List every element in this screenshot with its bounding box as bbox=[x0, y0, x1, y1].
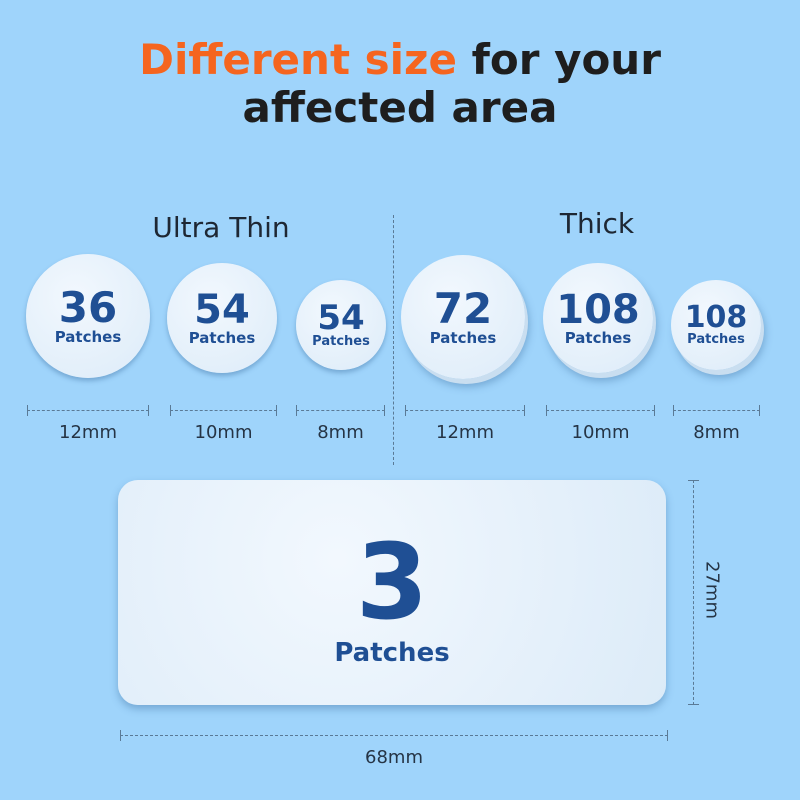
patch-label: Patches bbox=[564, 328, 632, 347]
patch-count: 54 bbox=[317, 297, 365, 338]
patch-count: 72 bbox=[433, 283, 493, 333]
height-label: 27mm bbox=[701, 561, 723, 619]
section-divider bbox=[393, 215, 394, 465]
patch-label: Patches bbox=[188, 328, 256, 347]
size-measure bbox=[170, 405, 277, 416]
width-label: 68mm bbox=[365, 747, 423, 768]
patch-count: 36 bbox=[58, 282, 118, 332]
circle-patch: 108 Patches bbox=[671, 280, 761, 370]
circle-patch: 54 Patches bbox=[167, 263, 277, 373]
size-label: 10mm bbox=[194, 422, 253, 443]
patch-label: Patches bbox=[54, 327, 122, 346]
circle-patch: 54 Patches bbox=[296, 280, 386, 370]
patch-count: 108 bbox=[556, 286, 640, 333]
rect-patch-label: Patches bbox=[334, 638, 450, 668]
headline: Different size for your bbox=[0, 36, 800, 84]
circle-patch: 108 Patches bbox=[543, 263, 653, 373]
circle-patch: 72 Patches bbox=[401, 255, 525, 379]
patch-count: 108 bbox=[684, 299, 748, 335]
headline-rest: for your bbox=[456, 35, 661, 84]
section-thick: Thick bbox=[559, 207, 635, 240]
patch-label: Patches bbox=[312, 333, 370, 349]
size-measure bbox=[405, 405, 525, 416]
size-label: 8mm bbox=[317, 422, 364, 443]
size-label: 12mm bbox=[436, 422, 494, 443]
rectangle-patch: 3 Patches bbox=[118, 480, 666, 705]
size-label: 12mm bbox=[59, 422, 117, 443]
size-measure bbox=[546, 405, 655, 416]
patch-label: Patches bbox=[429, 328, 497, 347]
section-ultra-thin: Ultra Thin bbox=[152, 211, 290, 244]
patch-count: 54 bbox=[194, 286, 250, 333]
headline-line2: affected area bbox=[242, 83, 558, 132]
height-measure bbox=[688, 480, 699, 705]
size-measure bbox=[27, 405, 149, 416]
patch-label: Patches bbox=[687, 331, 745, 347]
size-measure bbox=[673, 405, 760, 416]
size-label: 8mm bbox=[693, 422, 740, 443]
circle-patch: 36 Patches bbox=[26, 254, 150, 378]
width-measure bbox=[120, 730, 668, 741]
size-measure bbox=[296, 405, 385, 416]
rect-patch-count: 3 bbox=[355, 521, 429, 643]
size-label: 10mm bbox=[571, 422, 630, 443]
headline-highlight: Different size bbox=[139, 35, 457, 84]
